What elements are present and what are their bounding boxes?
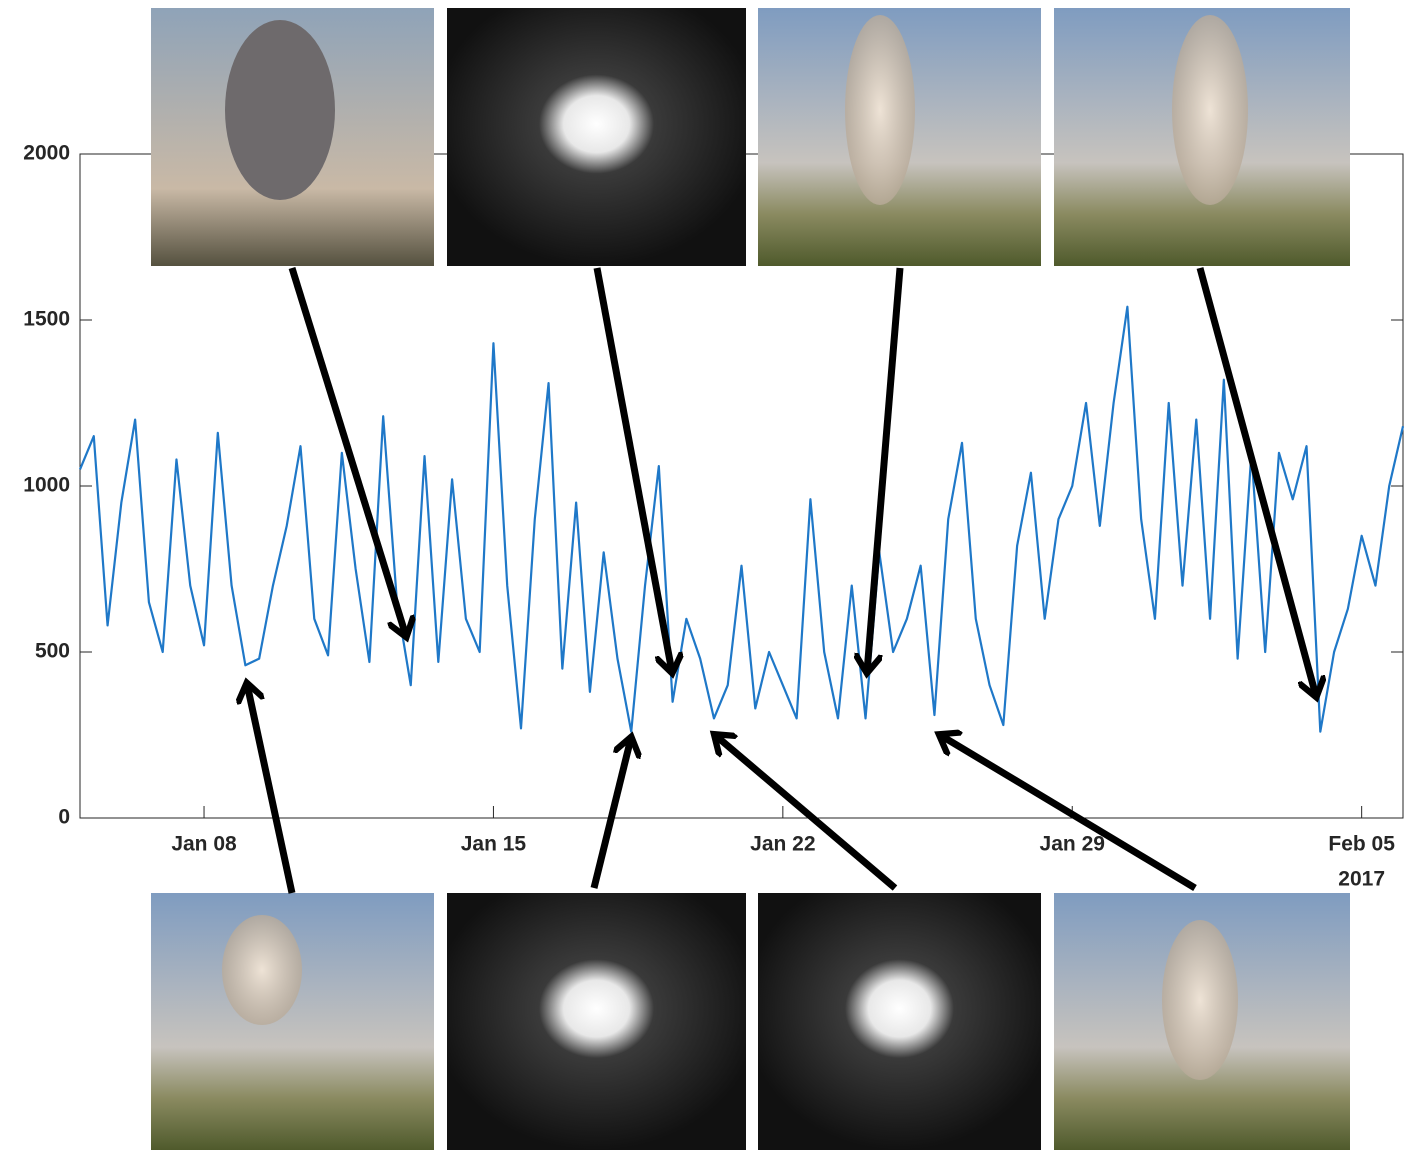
arrow: [940, 735, 1195, 888]
arrow: [247, 684, 292, 893]
x-tick-label: Jan 08: [171, 833, 237, 856]
photo: [151, 893, 434, 1150]
x-tick-label: Jan 29: [1040, 833, 1105, 856]
chart: 0 500 1000 1500 2000 Jan 08 Jan 15 Jan 22 Jan 29…: [0, 0, 1410, 1150]
y-tick-label: 1000: [23, 474, 70, 497]
arrow: [292, 268, 406, 636]
arrow: [594, 738, 631, 888]
photo: [758, 893, 1041, 1150]
photo-plume: [1172, 15, 1248, 205]
y-tick-label: 2000: [23, 142, 70, 165]
y-tick-label: 0: [58, 806, 70, 829]
photo: [447, 893, 746, 1150]
photos: [151, 8, 1350, 1150]
arrow: [715, 735, 895, 888]
photo-plume: [1162, 920, 1238, 1080]
arrow: [867, 268, 900, 672]
y-tick-label: 1500: [23, 308, 70, 331]
x-tick-label: Jan 15: [461, 833, 527, 856]
photo-plume: [845, 15, 915, 205]
arrow: [597, 268, 672, 672]
photo-plume: [222, 915, 302, 1025]
x-year-label: 2017: [1338, 868, 1385, 891]
x-tick-label: Feb 05: [1328, 833, 1395, 856]
data-line: [80, 307, 1403, 732]
y-tick-label: 500: [35, 640, 70, 663]
arrows: [247, 268, 1316, 893]
photo: [447, 8, 746, 266]
photo-plume: [225, 20, 335, 200]
x-tick-label: Jan 22: [750, 833, 815, 856]
